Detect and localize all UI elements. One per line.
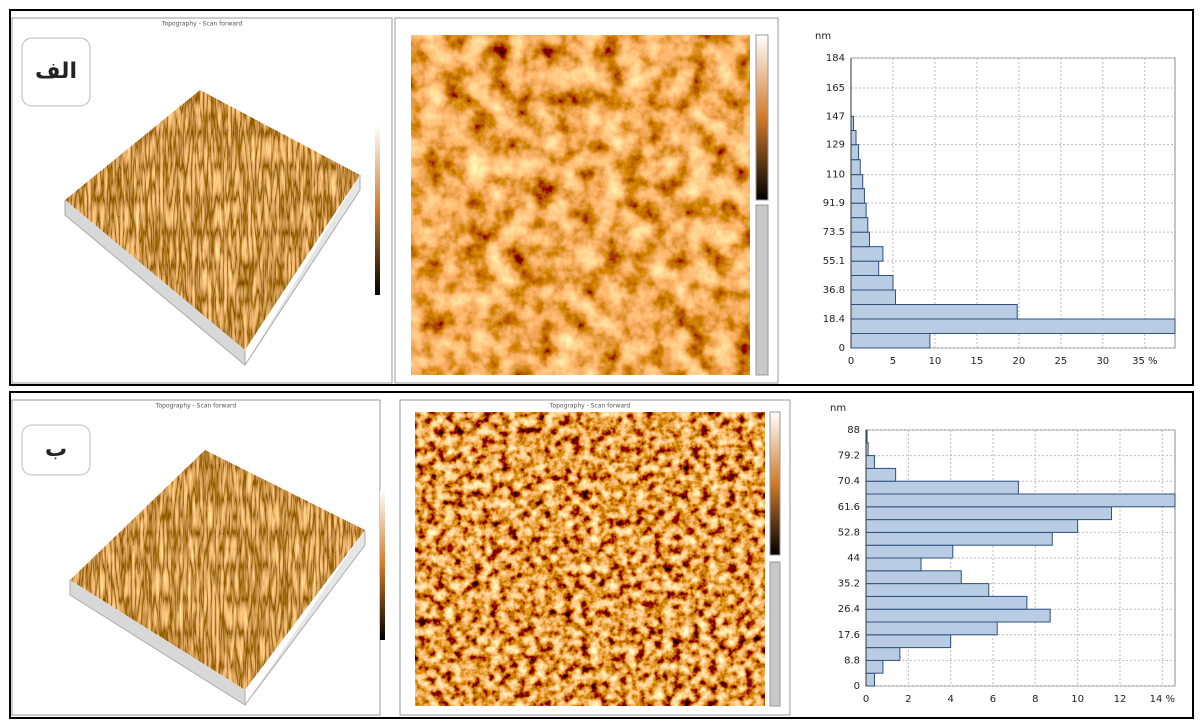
x-tick-label: 10 [929, 356, 942, 367]
y-axis-label: nm [830, 403, 846, 414]
x-tick-label: 4 [947, 694, 953, 705]
x-tick-label: 6 [990, 694, 996, 705]
y-tick-label: 165 [826, 83, 845, 94]
x-tick-label: 25 [1054, 356, 1067, 367]
y-tick-label: 70.4 [838, 476, 860, 487]
histogram-bar [851, 276, 893, 291]
x-tick-label: 5 [890, 356, 896, 367]
y-tick-label: 35.2 [838, 579, 860, 590]
colorbar [380, 490, 385, 640]
x-tick-label: 30 [1096, 356, 1109, 367]
histogram-bar [851, 145, 859, 160]
y-tick-label: 91.9 [823, 198, 845, 209]
histogram-bar [851, 290, 895, 305]
y-tick-label: 26.4 [838, 604, 860, 615]
y-tick-label: 79.2 [838, 451, 860, 462]
y-tick-label: 88 [847, 425, 860, 436]
histogram-bar [851, 305, 1017, 320]
histogram-bar [866, 545, 953, 558]
y-tick-label: 0 [839, 343, 845, 354]
y-tick-label: 129 [826, 140, 845, 151]
histogram-bar [866, 481, 1018, 494]
x-tick-label: 15 [971, 356, 984, 367]
histogram-bar [866, 468, 896, 481]
y-tick-label: 36.8 [823, 285, 845, 296]
histogram-bar [866, 622, 997, 635]
y-tick-label: 52.8 [838, 527, 860, 538]
x-tick-label: 0 [848, 356, 854, 367]
range-bar [756, 205, 768, 375]
histogram-bar [866, 456, 874, 469]
image-title: Topography - Scan forward [549, 403, 631, 410]
y-tick-label: 55.1 [823, 256, 845, 267]
y-tick-label: 184 [826, 53, 845, 64]
y-tick-label: 110 [826, 170, 845, 181]
histogram-bar [851, 160, 860, 175]
figure: Topography - Scan forward الف Topography… [0, 0, 1203, 719]
y-tick-label: 147 [826, 111, 845, 122]
y-tick-label: 17.6 [838, 630, 860, 641]
y-tick-label: 0 [854, 681, 860, 692]
colorbar [756, 35, 768, 200]
histogram-bar [866, 673, 874, 686]
histogram-bar [866, 660, 883, 673]
panel-label: الف [35, 59, 77, 84]
histogram-bar [851, 131, 856, 145]
y-tick-label: 44 [847, 553, 860, 564]
x-tick-label: 8 [1032, 694, 1038, 705]
y-tick-label: 8.8 [844, 655, 860, 666]
histogram-bar [851, 232, 869, 247]
y-tick-label: 61.6 [838, 502, 860, 513]
afm-2d-image [415, 412, 765, 706]
panel-label: ب [45, 437, 67, 462]
image-title: Topography - Scan forward [161, 21, 243, 28]
histogram-bar [851, 334, 930, 349]
histogram-bar [866, 507, 1112, 520]
histogram-bar [851, 319, 1175, 334]
y-tick-label: 18.4 [823, 314, 845, 325]
colorbar [770, 412, 780, 555]
histogram-bar [866, 596, 1027, 609]
histogram-bar [866, 494, 1175, 507]
colorbar [375, 125, 380, 295]
x-tick-label: 12 [1114, 694, 1127, 705]
histogram-bar [866, 571, 961, 584]
histogram-bar [851, 218, 868, 233]
x-tick-label: 10 [1071, 694, 1084, 705]
histogram-bar [866, 609, 1050, 622]
range-bar [770, 562, 780, 706]
x-tick-label: 0 [863, 694, 869, 705]
histogram-bar [866, 635, 951, 648]
histogram-bar [851, 203, 866, 218]
histogram-bar [851, 261, 879, 275]
histogram-bar [851, 247, 883, 261]
histogram-bar [866, 648, 900, 661]
histogram-bar [851, 189, 864, 204]
histogram-bar [866, 558, 921, 571]
x-tick-label: 35 % [1132, 356, 1157, 367]
y-tick-label: 73.5 [823, 227, 845, 238]
histogram-bar [866, 520, 1078, 533]
y-axis-label: nm [815, 31, 831, 42]
x-tick-label: 14 % [1150, 694, 1175, 705]
histogram-bar [866, 532, 1052, 545]
histogram-bar [851, 175, 863, 189]
image-title: Topography - Scan forward [155, 403, 237, 410]
afm-2d-image [411, 35, 750, 375]
histogram-bar [866, 584, 989, 597]
x-tick-label: 2 [905, 694, 911, 705]
x-tick-label: 20 [1013, 356, 1026, 367]
